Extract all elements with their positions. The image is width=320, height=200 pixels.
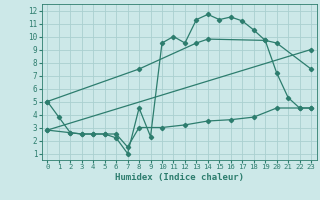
X-axis label: Humidex (Indice chaleur): Humidex (Indice chaleur)	[115, 173, 244, 182]
